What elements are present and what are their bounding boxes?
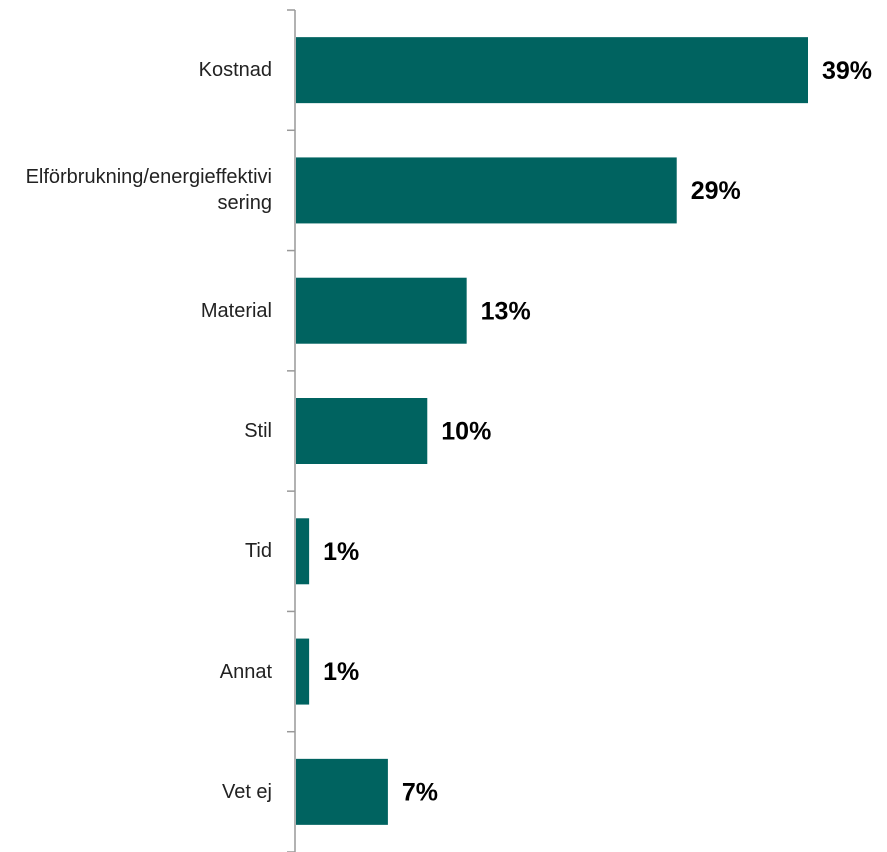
value-label: 7% — [402, 778, 438, 806]
bar — [296, 638, 310, 705]
value-label: 29% — [691, 177, 741, 205]
category-label: Annat — [219, 660, 272, 683]
bar — [296, 398, 428, 464]
category-label: Tid — [244, 540, 272, 563]
bar — [296, 37, 808, 104]
bar — [296, 758, 388, 825]
value-label: 1% — [323, 538, 359, 566]
category-label: Kostnad — [198, 59, 272, 82]
category-label: Vet ej — [221, 780, 272, 803]
value-label: 1% — [323, 658, 359, 686]
category-label: Material — [200, 299, 272, 322]
bar — [296, 157, 677, 224]
value-label: 39% — [822, 57, 872, 85]
value-label: 10% — [441, 418, 491, 446]
category-label: Stil — [244, 419, 272, 442]
category-label: Elförbrukning/energieffektivisering — [25, 166, 272, 215]
bar — [296, 277, 467, 344]
value-label: 13% — [481, 297, 531, 325]
bar — [296, 518, 310, 585]
